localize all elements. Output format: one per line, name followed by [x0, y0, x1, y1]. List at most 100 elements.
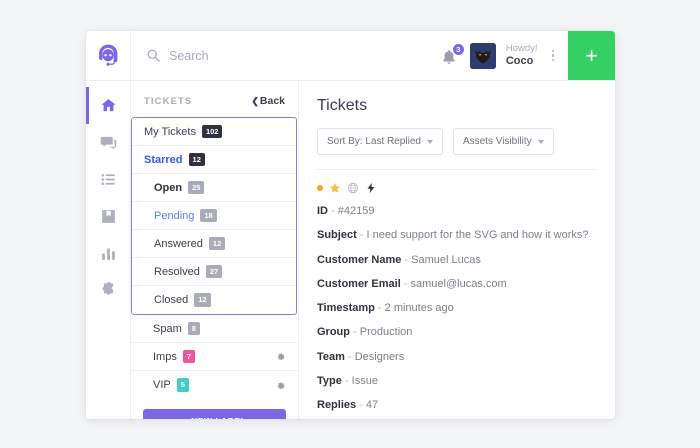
ticket-fields: ID - #42159 Subject - I need support for … [317, 204, 597, 413]
list-item[interactable]: Answered 12 [132, 230, 296, 258]
list-item-badge: 12 [188, 152, 205, 167]
ticket-field: ID - #42159 [317, 204, 597, 218]
notification-badge: 3 [451, 42, 465, 56]
assets-visibility-dropdown[interactable]: Assets Visibility [452, 128, 554, 155]
list-item-badge: 12 [208, 236, 226, 251]
list-item-label: Imps [153, 350, 177, 363]
search-icon [147, 49, 160, 62]
list-item-badge: 8 [187, 321, 200, 336]
ticket-field-separator: - [400, 277, 411, 290]
page-title: Tickets [317, 97, 368, 114]
ticket-detail-panel: Tickets Sort By: Last Replied Assets Vis… [299, 81, 615, 419]
avatar[interactable] [469, 42, 496, 69]
list-item-badge: 5 [176, 378, 189, 392]
list-item-badge: 25 [188, 180, 205, 195]
ticket-field: Replies - 47 [317, 398, 597, 412]
list-item[interactable]: Resolved 27 [132, 258, 296, 286]
sidebar-item-integrations[interactable] [86, 272, 130, 309]
sort-by-dropdown[interactable]: Sort By: Last Replied [317, 128, 443, 155]
search-input[interactable] [169, 48, 339, 63]
list-item[interactable]: My Tickets 102 [132, 118, 296, 146]
list-item[interactable]: Spam 8 [131, 315, 298, 343]
list-item[interactable]: VIP 5 [131, 371, 298, 399]
search-area[interactable] [131, 31, 442, 80]
list-icon [101, 173, 115, 186]
ticket-field-value: samuel@lucas.com [410, 277, 507, 290]
sidebar-item-reports[interactable] [86, 235, 130, 272]
ticket-field-separator: - [344, 350, 355, 363]
app-window: 3 Howdy! Coco + [86, 31, 615, 419]
kebab-dot [551, 58, 554, 62]
ticket-field-value: Issue [351, 375, 378, 388]
ticket-field-key: Type [317, 375, 342, 388]
star-icon[interactable] [329, 182, 341, 194]
globe-icon[interactable] [347, 182, 359, 194]
gear-icon[interactable] [275, 380, 286, 391]
ticket-field-value: Samuel Lucas [411, 253, 481, 266]
ticket-field: Timestamp - 2 minutes ago [317, 301, 597, 315]
ticket-field-key: Timestamp [317, 302, 375, 315]
ticket-field-value: Production [359, 326, 413, 339]
ticket-field-separator: - [356, 229, 367, 242]
list-item[interactable]: Imps 7 [131, 343, 298, 371]
ticket-field-key: Replies [317, 399, 357, 412]
ticket-field: Type - Issue [317, 374, 597, 388]
list-item-label: Starred [144, 153, 183, 166]
sidebar-item-tasks[interactable] [86, 161, 130, 198]
list-item-badge: 27 [205, 264, 223, 279]
sidebar-item-messages[interactable] [86, 124, 130, 161]
sidebar-item-knowledge-base[interactable] [86, 198, 130, 235]
ticket-field: Customer Name - Samuel Lucas [317, 253, 597, 267]
notifications-button[interactable]: 3 [442, 42, 465, 67]
list-item-label: My Tickets [144, 125, 196, 138]
chat-bubble-icon [100, 136, 116, 150]
ticket-field-value: Designers [354, 350, 405, 363]
list-item-label: VIP [153, 379, 171, 391]
list-item-label: Spam [153, 322, 182, 335]
add-ticket-button[interactable]: + [568, 31, 615, 80]
puzzle-icon [101, 282, 113, 295]
list-item-label: Open [154, 181, 183, 194]
user-menu-button[interactable] [548, 49, 559, 62]
ticket-field-separator: - [341, 375, 352, 388]
batman-avatar-icon [469, 42, 496, 69]
list-item-label: Closed [154, 294, 189, 306]
gear-icon[interactable] [275, 351, 286, 362]
ticket-field: Subject - I need support for the SVG and… [317, 228, 597, 242]
list-item[interactable]: Closed 12 [132, 286, 296, 314]
filter-bar: Sort By: Last Replied Assets Visibility [317, 128, 597, 155]
top-bar-right: 3 Howdy! Coco [442, 31, 568, 80]
ticket-field-value: I need support for the SVG and how it wo… [366, 229, 589, 242]
support-agent-logo-icon [99, 44, 118, 66]
ticket-list-panel: TICKETS ❮Back My Tickets 102 Starred 12 Open… [131, 81, 299, 419]
ticket-field-key: ID [317, 205, 328, 217]
sidebar-item-home[interactable] [86, 87, 130, 124]
top-bar: 3 Howdy! Coco + [86, 31, 615, 81]
list-item[interactable]: Pending 18 [132, 202, 296, 230]
ticket-field-separator: - [374, 302, 385, 315]
home-icon [100, 99, 116, 112]
bar-chart-icon [101, 248, 115, 260]
chevron-down-icon [537, 139, 544, 144]
new-label-button[interactable]: + NEW LABEL [143, 409, 286, 419]
ticket-field-key: Customer Email [317, 277, 401, 290]
ticket-field-separator: - [328, 205, 338, 217]
kebab-dot [551, 54, 554, 57]
lightning-icon[interactable] [365, 182, 377, 194]
back-button[interactable]: ❮Back [251, 95, 285, 107]
new-label-area: + NEW LABEL [131, 399, 298, 419]
user-greeting: Howdy! Coco [506, 43, 538, 68]
app-logo[interactable] [86, 31, 131, 80]
list-item[interactable]: Open 25 [132, 174, 296, 202]
back-label: Back [259, 95, 285, 107]
ticket-field-key: Subject [317, 229, 357, 242]
list-item-label: Answered [154, 237, 203, 250]
ticket-field-separator: - [350, 326, 360, 339]
chevron-left-icon: ❮ [251, 96, 259, 106]
list-item[interactable]: Starred 12 [132, 146, 296, 174]
list-item-label: Resolved [154, 265, 200, 278]
ticket-field-key: Team [317, 350, 345, 363]
ticket-field-key: Customer Name [317, 253, 402, 266]
list-item-badge: 12 [194, 293, 211, 307]
status-dot-icon [317, 185, 323, 191]
